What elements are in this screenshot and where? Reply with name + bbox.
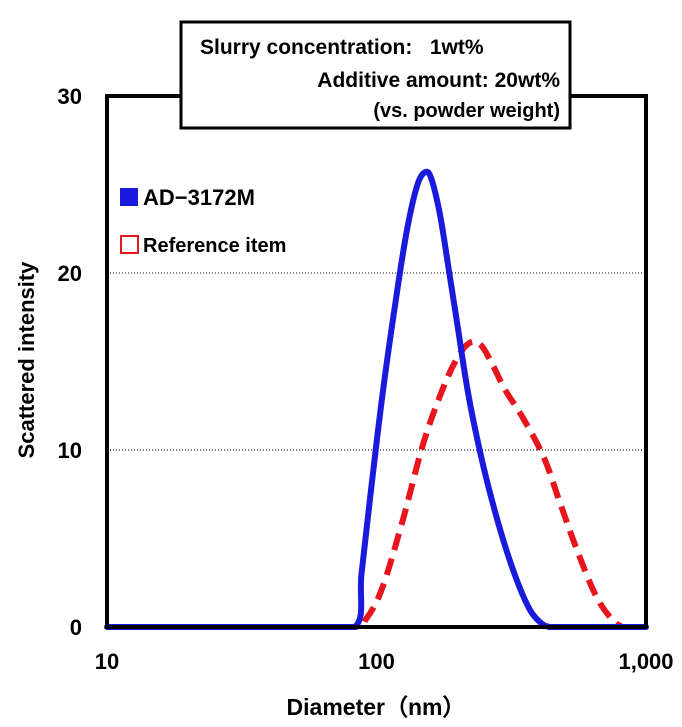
y-tick-label: 20 [58,261,82,286]
y-axis-label: Scattered intensity [14,261,39,459]
series-curves [104,168,649,631]
legend-label-ad3172m: AD−3172M [143,185,255,210]
x-tick-label: 10 [95,649,119,674]
y-tick-label: 30 [58,84,82,109]
series-line-ad3172m [104,168,649,631]
annotation-line-2: Additive amount: 20wt% [317,69,560,92]
legend-label-reference: Reference item [143,235,286,257]
legend-swatch-reference [120,235,139,254]
annotation-line-3: (vs. powder weight) [373,100,560,122]
annotation-box [179,20,572,130]
plot-frame [105,94,648,629]
y-tick-label: 0 [70,615,82,640]
legend-swatch-ad3172m [120,188,138,206]
tick-labels: 0 10 20 30 10 100 1,000 [58,84,674,674]
y-tick-label: 10 [58,438,82,463]
condition-annotation: Slurry concentration: 1wt% Additive amou… [179,20,572,130]
x-axis-label: Diameter（nm） [287,694,466,720]
legend: AD−3172M Reference item [120,185,286,257]
annotation-line-1: Slurry concentration: 1wt% [200,36,484,59]
x-tick-label: 100 [358,649,395,674]
series-line-reference-item [107,338,646,631]
x-tick-label: 1,000 [618,649,673,674]
